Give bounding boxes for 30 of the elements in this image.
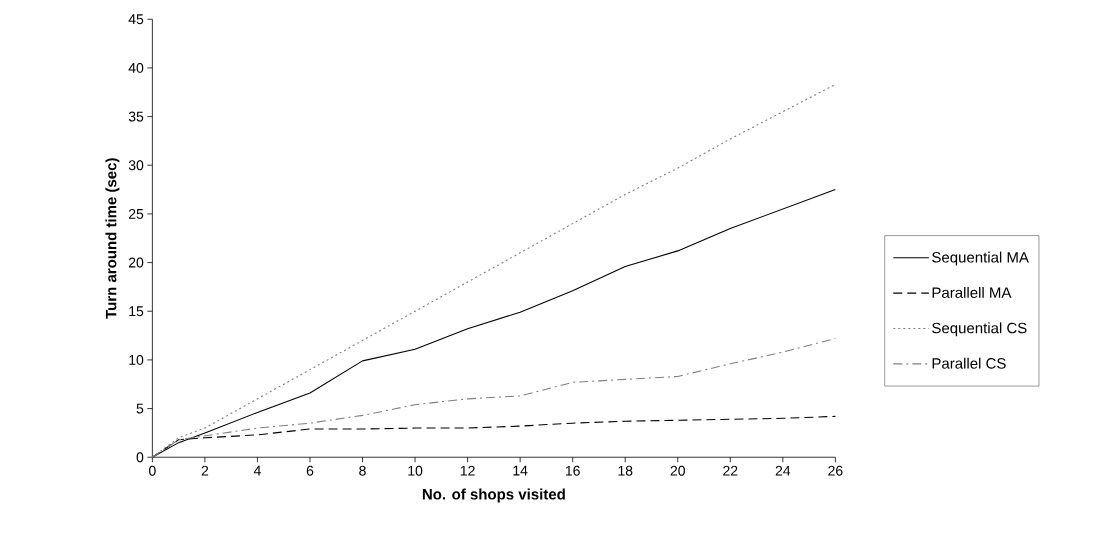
legend-label: Parallel CS	[932, 357, 1006, 369]
y-tick-label: 35	[128, 111, 144, 122]
y-tick-label: 0	[136, 452, 144, 463]
x-tick-label: 16	[565, 465, 580, 476]
x-tick-label: 20	[670, 465, 685, 476]
x-tick-label: 18	[618, 465, 633, 476]
x-tick-label: 12	[460, 465, 475, 476]
y-tick-label: 20	[128, 257, 144, 268]
y-tick-label: 10	[129, 354, 144, 365]
legend-label: Sequential MA	[932, 251, 1029, 266]
legend-label: Sequential CS	[932, 322, 1027, 337]
x-tick-label: 14	[513, 465, 528, 476]
x-tick-label: 6	[306, 465, 314, 476]
x-axis-title: No. of shops visited	[422, 488, 565, 503]
y-tick-label: 40	[128, 62, 144, 73]
y-tick-label: 5	[136, 403, 144, 414]
x-tick-label: 26	[828, 465, 843, 476]
x-tick-label: 4	[253, 465, 261, 476]
x-tick-label: 2	[201, 465, 209, 476]
x-tick-label: 0	[149, 465, 156, 476]
y-tick-label: 25	[128, 208, 144, 219]
legend-label: Parallell MA	[932, 286, 1012, 298]
y-axis-title: Turn around time (sec)	[105, 158, 120, 319]
x-tick-label: 8	[359, 465, 366, 476]
y-tick-label: 15	[129, 306, 144, 317]
x-tick-label: 24	[775, 465, 791, 476]
x-tick-label: 22	[723, 465, 738, 476]
y-tick-label: 45	[128, 14, 144, 25]
y-tick-label: 30	[128, 160, 144, 171]
x-tick-label: 10	[408, 465, 423, 476]
